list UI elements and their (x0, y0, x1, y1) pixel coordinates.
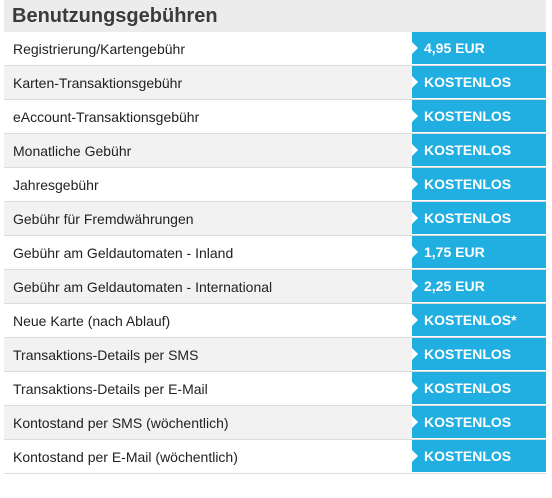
arrow-icon (412, 76, 418, 88)
table-row: Gebühr am Geldautomaten - Inland 1,75 EU… (4, 236, 546, 270)
fee-label: Gebühr am Geldautomaten - International (13, 278, 273, 295)
fee-label: Monatliche Gebühr (13, 142, 132, 159)
fee-value-text: KOSTENLOS (424, 210, 512, 226)
arrow-icon (412, 246, 418, 258)
fee-label: Karten-Transaktionsgebühr (13, 74, 183, 91)
table-row: Transaktions-Details per E-Mail KOSTENLO… (4, 372, 546, 406)
fee-value: KOSTENLOS (412, 440, 546, 473)
fee-value-text: 4,95 EUR (424, 40, 485, 56)
fees-panel: Benutzungsgebühren Registrierung/Karteng… (4, 0, 546, 474)
fee-value: KOSTENLOS (412, 338, 546, 371)
arrow-icon (412, 110, 418, 122)
fee-value-text: KOSTENLOS (424, 176, 512, 192)
table-row: Gebühr für Fremdwährungen KOSTENLOS (4, 202, 546, 236)
arrow-icon (412, 280, 418, 292)
fee-label: Gebühr für Fremdwährungen (13, 210, 194, 227)
arrow-icon (412, 348, 418, 360)
fee-value: KOSTENLOS (412, 66, 546, 99)
fee-value-text: 1,75 EUR (424, 244, 485, 260)
fee-value: KOSTENLOS (412, 202, 546, 235)
table-row: Jahresgebühr KOSTENLOS (4, 168, 546, 202)
fee-label: Kontostand per E-Mail (wöchentlich) (13, 448, 238, 465)
table-row: Karten-Transaktionsgebühr KOSTENLOS (4, 66, 546, 100)
table-row: eAccount-Transaktionsgebühr KOSTENLOS (4, 100, 546, 134)
fee-value: KOSTENLOS (412, 406, 546, 439)
fee-value: 2,25 EUR (412, 270, 546, 303)
fee-value-text: KOSTENLOS (424, 380, 512, 396)
section-title-bar: Benutzungsgebühren (4, 0, 546, 32)
fee-value: KOSTENLOS (412, 134, 546, 167)
table-row: Neue Karte (nach Ablauf) KOSTENLOS* (4, 304, 546, 338)
fee-value-text: KOSTENLOS (424, 346, 512, 362)
fee-label: Neue Karte (nach Ablauf) (13, 312, 171, 329)
fees-table: Registrierung/Kartengebühr 4,95 EUR Kart… (4, 32, 546, 474)
fee-label: eAccount-Transaktionsgebühr (13, 108, 200, 125)
table-row: Kontostand per E-Mail (wöchentlich) KOST… (4, 440, 546, 474)
arrow-icon (412, 144, 418, 156)
arrow-icon (412, 416, 418, 428)
table-row: Transaktions-Details per SMS KOSTENLOS (4, 338, 546, 372)
fee-value: KOSTENLOS (412, 168, 546, 201)
fee-value-text: KOSTENLOS (424, 108, 512, 124)
table-row: Monatliche Gebühr KOSTENLOS (4, 134, 546, 168)
table-row: Registrierung/Kartengebühr 4,95 EUR (4, 32, 546, 66)
section-title: Benutzungsgebühren (12, 4, 218, 27)
fee-label: Gebühr am Geldautomaten - Inland (13, 244, 234, 261)
fee-label: Registrierung/Kartengebühr (13, 40, 185, 57)
fee-value-text: KOSTENLOS (424, 142, 512, 158)
fee-value-text: 2,25 EUR (424, 278, 485, 294)
fee-label: Transaktions-Details per E-Mail (13, 380, 208, 397)
fee-label: Jahresgebühr (13, 176, 99, 193)
fee-value-text: KOSTENLOS (424, 74, 512, 90)
table-row: Kontostand per SMS (wöchentlich) KOSTENL… (4, 406, 546, 440)
fee-value-text: KOSTENLOS (424, 448, 512, 464)
fee-value: KOSTENLOS (412, 372, 546, 405)
fee-value-text: KOSTENLOS* (424, 312, 517, 328)
fee-value: 4,95 EUR (412, 32, 546, 65)
fee-value: 1,75 EUR (412, 236, 546, 269)
arrow-icon (412, 212, 418, 224)
arrow-icon (412, 314, 418, 326)
arrow-icon (412, 450, 418, 462)
arrow-icon (412, 42, 418, 54)
fee-label: Kontostand per SMS (wöchentlich) (13, 414, 229, 431)
fee-label: Transaktions-Details per SMS (13, 346, 199, 363)
fee-value: KOSTENLOS (412, 100, 546, 133)
table-row: Gebühr am Geldautomaten - International … (4, 270, 546, 304)
arrow-icon (412, 178, 418, 190)
arrow-icon (412, 382, 418, 394)
fee-value: KOSTENLOS* (412, 304, 546, 337)
fee-value-text: KOSTENLOS (424, 414, 512, 430)
